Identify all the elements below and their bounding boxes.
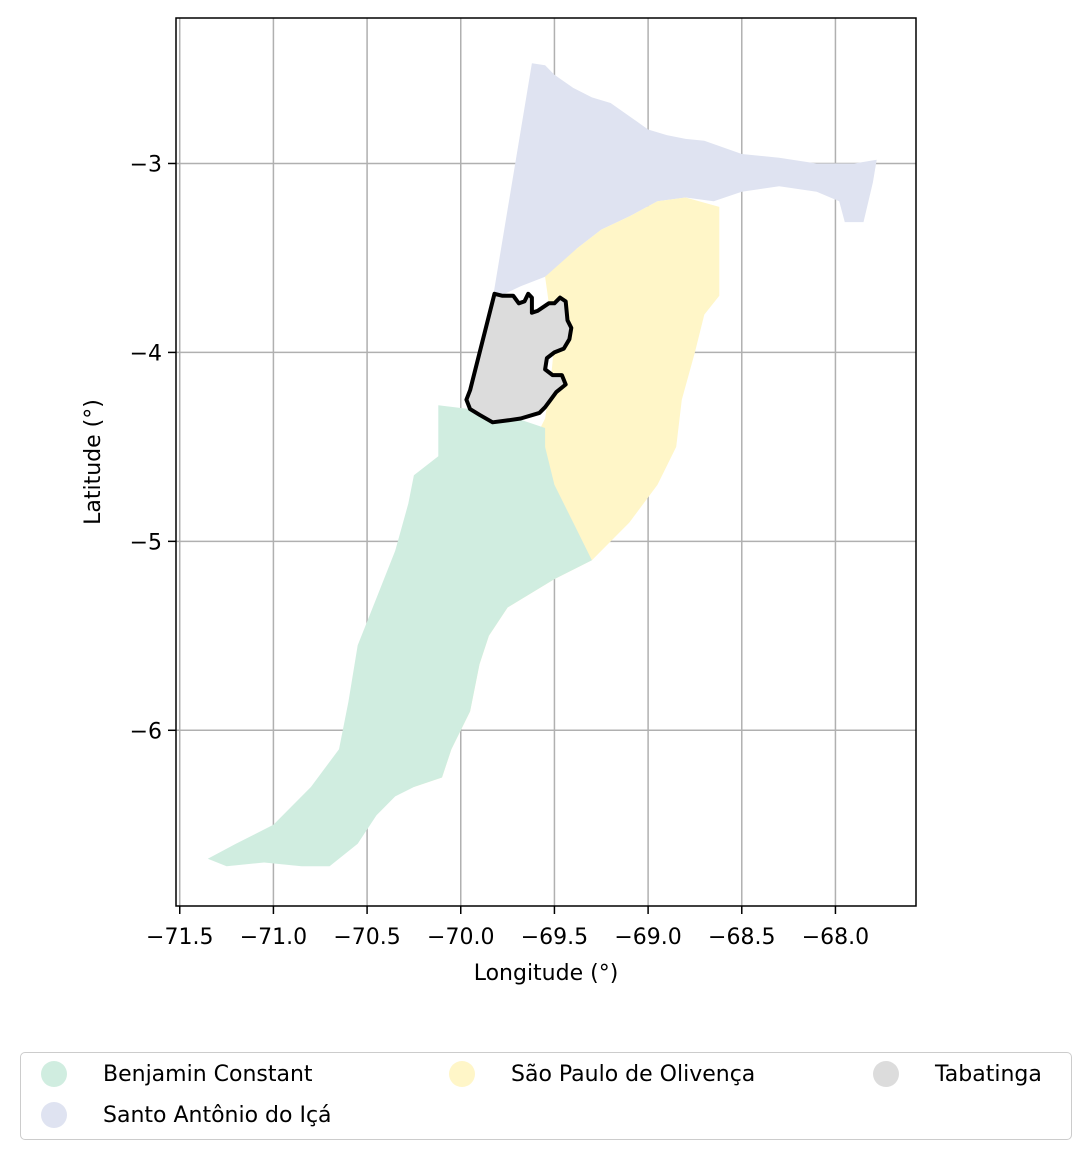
y-tick-label: −5 xyxy=(130,530,162,555)
legend-marker xyxy=(41,1061,67,1087)
x-axis-label: Longitude (°) xyxy=(474,961,619,986)
legend-label: Tabatinga xyxy=(935,1061,1042,1087)
plot-frame xyxy=(175,17,917,907)
region-santo-antonio-do-ica xyxy=(492,63,877,300)
legend-label: São Paulo de Olivença xyxy=(511,1061,756,1087)
legend-marker xyxy=(873,1061,899,1087)
y-axis-label: Latitude (°) xyxy=(81,399,106,525)
x-tick-label: −70.5 xyxy=(333,925,400,950)
y-tick-label: −6 xyxy=(130,719,162,744)
y-axis-ticks: −3 −4 −5 −6 xyxy=(130,152,176,744)
legend-label: Santo Antônio do Içá xyxy=(103,1102,332,1128)
x-tick-label: −69.0 xyxy=(614,925,681,950)
legend-item-sao-paulo-de-olivenca: São Paulo de Olivença xyxy=(449,1057,755,1091)
legend-item-benjamin-constant: Benjamin Constant xyxy=(41,1057,313,1091)
legend-label: Benjamin Constant xyxy=(103,1061,313,1087)
legend-marker xyxy=(41,1102,67,1128)
region-tabatinga xyxy=(464,291,574,425)
region-benjamin-constant xyxy=(207,405,592,867)
y-tick-label: −3 xyxy=(130,152,162,177)
y-tick-label: −4 xyxy=(130,341,162,366)
x-axis-ticks: −71.5 −71.0 −70.5 −70.0 −69.5 −69.0 −68.5 −68.0 xyxy=(146,906,869,950)
x-tick-label: −71.5 xyxy=(146,925,213,950)
legend-item-tabatinga: Tabatinga xyxy=(873,1057,1042,1091)
x-tick-label: −71.0 xyxy=(240,925,307,950)
x-tick-label: −68.5 xyxy=(708,925,775,950)
legend-item-santo-antonio-do-ica: Santo Antônio do Içá xyxy=(41,1098,332,1132)
x-tick-label: −70.0 xyxy=(427,925,494,950)
x-tick-label: −69.5 xyxy=(521,925,588,950)
region-layer xyxy=(207,63,877,867)
legend-marker xyxy=(449,1061,475,1087)
x-tick-label: −68.0 xyxy=(802,925,869,950)
legend: Benjamin Constant São Paulo de Olivença … xyxy=(20,1052,1072,1140)
